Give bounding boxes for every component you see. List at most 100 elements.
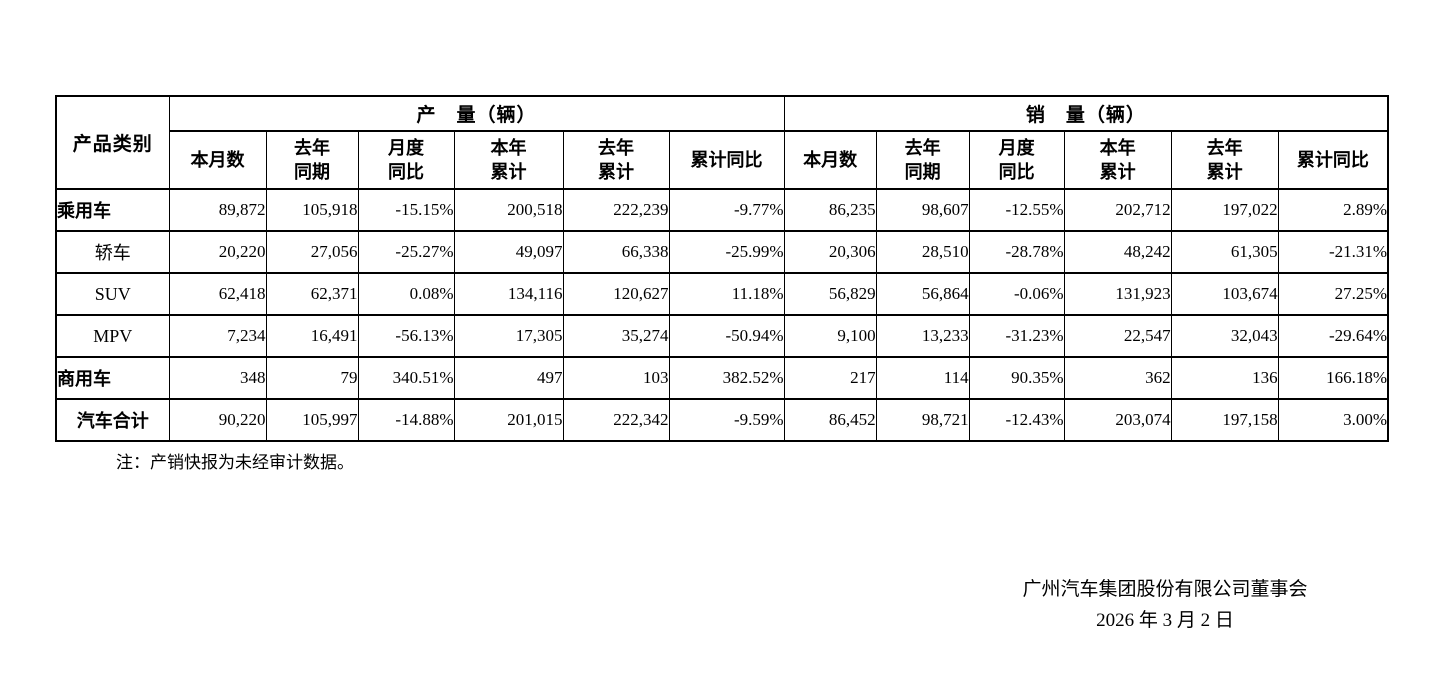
table-row-mpv: MPV 7,234 16,491 -56.13% 17,305 35,274 -… — [55, 314, 1389, 358]
table-cell: -25.99% — [668, 230, 785, 274]
table-cell: 13,233 — [875, 314, 970, 358]
table-cell: 27.25% — [1277, 272, 1389, 316]
table-cell: 27,056 — [265, 230, 359, 274]
table-cell: 35,274 — [562, 314, 670, 358]
table-cell: 105,918 — [265, 188, 359, 232]
table-cell: -14.88% — [357, 398, 455, 442]
table-cell: -12.43% — [968, 398, 1065, 442]
table-row-commercial-vehicles: 商用车 348 79 340.51% 497 103 382.52% 217 1… — [55, 356, 1389, 400]
table-group-header-row: 产品类别 产 量（辆） 销 量（辆） — [55, 95, 1389, 190]
table-cell: 0.08% — [357, 272, 455, 316]
table-cell: 382.52% — [668, 356, 785, 400]
table-cell: -31.23% — [968, 314, 1065, 358]
table-cell: -50.94% — [668, 314, 785, 358]
column-header-prod-monthly-yoy: 月度 同比 — [357, 130, 455, 190]
table-cell: 103 — [562, 356, 670, 400]
column-header-product-category: 产品类别 — [55, 95, 170, 190]
table-cell: 120,627 — [562, 272, 670, 316]
column-header-prod-last-year-same-period: 去年 同期 — [265, 130, 359, 190]
table-cell: 222,239 — [562, 188, 670, 232]
row-label: 乘用车 — [55, 188, 170, 232]
table-cell: 61,305 — [1170, 230, 1279, 274]
table-cell: 217 — [783, 356, 877, 400]
table-cell: 348 — [168, 356, 267, 400]
row-label: 汽车合计 — [55, 398, 170, 442]
table-cell: -0.06% — [968, 272, 1065, 316]
production-sales-table: 产品类别 产 量（辆） 销 量（辆） 本月数 去年 同期 月度 同比 本年 累计… — [55, 95, 1390, 442]
table-cell: 56,864 — [875, 272, 970, 316]
table-cell: 11.18% — [668, 272, 785, 316]
table-cell: 22,547 — [1063, 314, 1172, 358]
table-cell: 98,607 — [875, 188, 970, 232]
table-cell: 166.18% — [1277, 356, 1389, 400]
table-cell: 86,452 — [783, 398, 877, 442]
table-row-passenger-vehicles: 乘用车 89,872 105,918 -15.15% 200,518 222,2… — [55, 188, 1389, 232]
table-cell: 56,829 — [783, 272, 877, 316]
table-cell: 105,997 — [265, 398, 359, 442]
table-cell: 200,518 — [453, 188, 564, 232]
column-header-sales-current-month: 本月数 — [783, 130, 877, 190]
row-label: MPV — [55, 314, 170, 358]
table-cell: 16,491 — [265, 314, 359, 358]
table-cell: 66,338 — [562, 230, 670, 274]
group-header-production: 产 量（辆） — [168, 95, 785, 132]
table-sub-header-row: 本月数 去年 同期 月度 同比 本年 累计 去年 累计 累计同比 本月数 去年 … — [56, 130, 1389, 190]
signature-date: 2026 年 3 月 2 日 — [1096, 610, 1234, 631]
table-cell: 3.00% — [1277, 398, 1389, 442]
table-row-suv: SUV 62,418 62,371 0.08% 134,116 120,627 … — [55, 272, 1389, 316]
table-row-sedan: 轿车 20,220 27,056 -25.27% 49,097 66,338 -… — [55, 230, 1389, 274]
table-cell: -12.55% — [968, 188, 1065, 232]
table-cell: 131,923 — [1063, 272, 1172, 316]
table-cell: 202,712 — [1063, 188, 1172, 232]
table-cell: -15.15% — [357, 188, 455, 232]
table-cell: 17,305 — [453, 314, 564, 358]
table-cell: -9.77% — [668, 188, 785, 232]
table-cell: 114 — [875, 356, 970, 400]
table-cell: 62,371 — [265, 272, 359, 316]
table-cell: 79 — [265, 356, 359, 400]
table-cell: 340.51% — [357, 356, 455, 400]
column-header-sales-monthly-yoy: 月度 同比 — [968, 130, 1065, 190]
column-header-prod-last-year-ytd: 去年 累计 — [562, 130, 670, 190]
table-cell: 362 — [1063, 356, 1172, 400]
table-cell: 2.89% — [1277, 188, 1389, 232]
column-header-prod-cumulative-yoy: 累计同比 — [668, 130, 785, 190]
table-cell: 28,510 — [875, 230, 970, 274]
table-cell: 103,674 — [1170, 272, 1279, 316]
table-cell: 98,721 — [875, 398, 970, 442]
table-cell: -9.59% — [668, 398, 785, 442]
table-cell: 134,116 — [453, 272, 564, 316]
column-header-sales-cumulative-yoy: 累计同比 — [1277, 130, 1389, 190]
group-header-sales: 销 量（辆） — [783, 95, 1389, 132]
table-cell: -21.31% — [1277, 230, 1389, 274]
table-cell: 7,234 — [168, 314, 267, 358]
row-label: 轿车 — [55, 230, 170, 274]
column-header-sales-last-year-ytd: 去年 累计 — [1170, 130, 1279, 190]
row-label: SUV — [55, 272, 170, 316]
table-cell: 89,872 — [168, 188, 267, 232]
column-header-prod-current-month: 本月数 — [168, 130, 267, 190]
signature-block: 广州汽车集团股份有限公司董事会 2026 年 3 月 2 日 — [950, 574, 1380, 636]
table-cell: -56.13% — [357, 314, 455, 358]
table-cell: 86,235 — [783, 188, 877, 232]
footnote: 注：产销快报为未经审计数据。 — [116, 453, 354, 472]
table-cell: -25.27% — [357, 230, 455, 274]
table-cell: 197,158 — [1170, 398, 1279, 442]
row-label: 商用车 — [55, 356, 170, 400]
column-header-sales-last-year-same-period: 去年 同期 — [875, 130, 970, 190]
table-cell: 48,242 — [1063, 230, 1172, 274]
table-cell: -28.78% — [968, 230, 1065, 274]
table-cell: 90,220 — [168, 398, 267, 442]
table-cell: 49,097 — [453, 230, 564, 274]
table-cell: 222,342 — [562, 398, 670, 442]
table-row-total: 汽车合计 90,220 105,997 -14.88% 201,015 222,… — [55, 398, 1389, 442]
table-cell: 32,043 — [1170, 314, 1279, 358]
table-cell: 136 — [1170, 356, 1279, 400]
table-cell: 90.35% — [968, 356, 1065, 400]
signature-company: 广州汽车集团股份有限公司董事会 — [1022, 579, 1308, 600]
table-cell: 20,306 — [783, 230, 877, 274]
table-cell: 197,022 — [1170, 188, 1279, 232]
table-cell: 203,074 — [1063, 398, 1172, 442]
column-header-sales-ytd: 本年 累计 — [1063, 130, 1172, 190]
